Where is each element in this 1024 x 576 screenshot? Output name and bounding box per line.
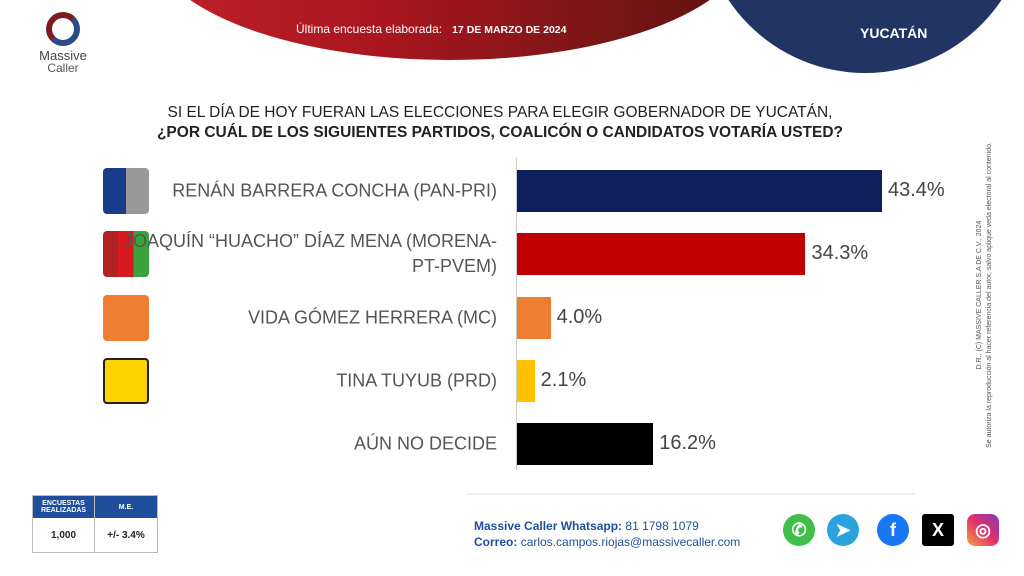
value-label: 43.4%	[888, 179, 945, 201]
bar-label: RENÁN BARRERA CONCHA (PAN-PRI)	[172, 180, 497, 201]
survey-info-table: ENCUESTAS REALIZADAS M.E. 1,000 +/- 3.4%	[32, 495, 158, 553]
value-label: 4.0%	[556, 306, 603, 328]
party-logo-icon	[103, 295, 149, 341]
chart-row: RENÁN BARRERA CONCHA (PAN-PRI) 43.4%	[0, 161, 960, 221]
bar	[517, 170, 882, 212]
contact-info: Massive Caller Whatsapp: 81 1798 1079 Co…	[474, 518, 740, 550]
whatsapp-label: Massive Caller Whatsapp:	[474, 519, 623, 533]
bar-label: VIDA GÓMEZ HERRERA (MC)	[247, 307, 497, 328]
bar-label: JOAQUÍN “HUACHO” DÍAZ MENA (MORENA-PT-PV…	[123, 231, 497, 276]
logo-mark-icon	[46, 12, 80, 46]
header-surveys: ENCUESTAS REALIZADAS	[33, 496, 95, 518]
margin-error-value: +/- 3.4%	[107, 529, 145, 541]
whatsapp-number[interactable]: 81 1798 1079	[625, 519, 699, 533]
date-value: 17 DE MARZO DE 2024	[452, 24, 567, 36]
footer-divider	[467, 493, 915, 495]
chart-row: VIDA GÓMEZ HERRERA (MC) 4.0%	[0, 288, 960, 348]
massive-caller-logo: Massive Caller	[32, 12, 94, 74]
email-link[interactable]: carlos.campos.riojas@massivecaller.com	[520, 535, 741, 549]
x-icon[interactable]: X	[922, 514, 954, 546]
copyright-line-1: D.R., (C) MASSIVE CALLER S.A DE C.V., 20…	[976, 220, 983, 370]
logo-text-1: Massive	[39, 48, 87, 63]
chart-axis	[516, 158, 517, 470]
question-line-1: SI EL DÍA DE HOY FUERAN LAS ELECCIONES P…	[167, 104, 833, 121]
bar-label: TINA TUYUB (PRD)	[336, 370, 497, 391]
bar	[517, 297, 551, 339]
question-line-2: ¿POR CUÁL DE LOS SIGUIENTES PARTIDOS, CO…	[156, 124, 844, 141]
value-label: 2.1%	[540, 369, 587, 391]
bar	[517, 423, 654, 465]
date-label: Última encuesta elaborada:	[296, 22, 443, 36]
surveys-value: 1,000	[33, 518, 95, 552]
facebook-icon[interactable]: f	[877, 514, 909, 546]
value-label: 34.3%	[811, 242, 869, 264]
value-label: 16.2%	[659, 432, 716, 454]
whatsapp-icon[interactable]: ✆	[783, 514, 815, 546]
party-logo-icon	[103, 358, 149, 404]
survey-date: Última encuesta elaborada: 17 DE MARZO DE…	[296, 22, 566, 36]
chart-row: JOAQUÍN “HUACHO” DÍAZ MENA (MORENA-PT-PV…	[0, 224, 960, 284]
logo-text-2: Caller	[47, 61, 79, 75]
telegram-icon[interactable]: ➤	[827, 514, 859, 546]
chart-row: TINA TUYUB (PRD) 2.1%	[0, 351, 960, 411]
bar	[517, 360, 535, 402]
chart-row: AÚN NO DECIDE 16.2%	[0, 414, 960, 474]
bar-label: AÚN NO DECIDE	[353, 433, 497, 454]
party-logo-icon	[103, 168, 149, 214]
state-name: YUCATÁN	[860, 25, 928, 41]
header-margin-error: M.E.	[118, 503, 134, 511]
copyright-line-2: Se autoriza la reproducción al hacer ref…	[986, 142, 993, 448]
instagram-icon[interactable]: ◎	[967, 514, 999, 546]
bar	[517, 233, 806, 275]
party-logo-icon	[103, 231, 149, 277]
copyright-note: D.R., (C) MASSIVE CALLER S.A DE C.V., 20…	[975, 142, 995, 448]
email-label: Correo:	[474, 535, 518, 549]
